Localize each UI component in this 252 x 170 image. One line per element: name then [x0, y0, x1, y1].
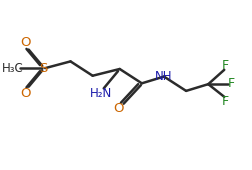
Text: S: S: [39, 62, 48, 75]
Text: O: O: [113, 103, 124, 115]
Text: F: F: [222, 95, 229, 107]
Text: F: F: [228, 77, 235, 90]
Text: H₃C: H₃C: [2, 62, 24, 75]
Text: O: O: [20, 87, 31, 100]
Text: NH: NH: [155, 70, 173, 83]
Text: O: O: [20, 36, 31, 49]
Text: H₂N: H₂N: [90, 87, 112, 100]
Text: F: F: [222, 59, 229, 72]
